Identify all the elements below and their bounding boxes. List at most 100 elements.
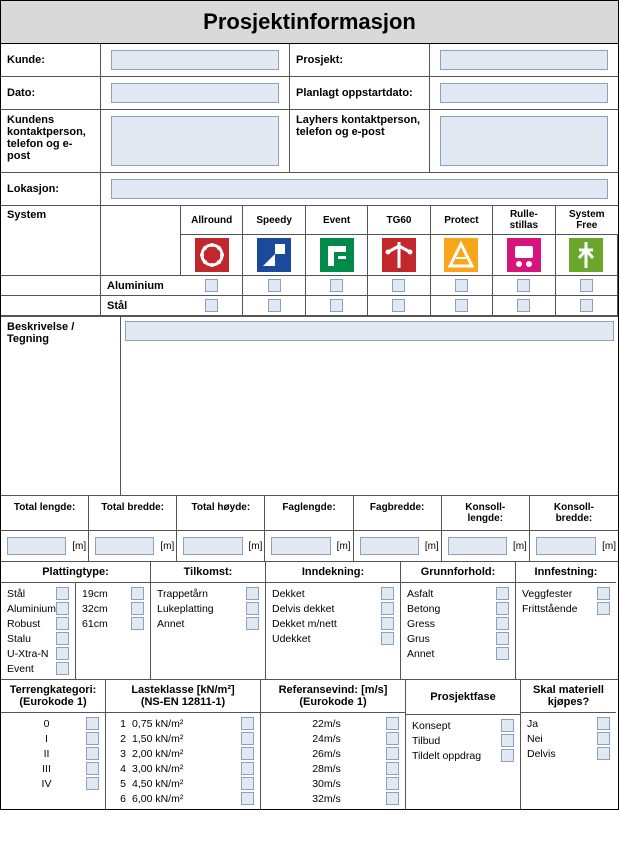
checkbox[interactable] xyxy=(392,279,405,292)
checkbox[interactable] xyxy=(496,602,509,615)
dim-input-2[interactable] xyxy=(183,537,242,555)
checkbox[interactable] xyxy=(501,734,514,747)
system-row-label-0: Aluminium xyxy=(101,276,181,296)
input-layhers-kontakt[interactable] xyxy=(440,116,608,166)
checkbox[interactable] xyxy=(86,777,99,790)
input-dato[interactable] xyxy=(111,83,279,103)
checkbox[interactable] xyxy=(86,732,99,745)
checkbox[interactable] xyxy=(131,617,144,630)
dim-head-4: Fagbredde: xyxy=(354,496,442,531)
checkbox[interactable] xyxy=(386,732,399,745)
dim-input-0[interactable] xyxy=(7,537,66,555)
checkbox[interactable] xyxy=(386,792,399,805)
checkbox[interactable] xyxy=(580,299,593,312)
checkbox[interactable] xyxy=(131,602,144,615)
input-beskrivelse[interactable] xyxy=(125,321,614,341)
checkbox[interactable] xyxy=(386,717,399,730)
platting-b-opt-1: 32cm xyxy=(82,601,144,616)
dim-cell-2: [m] xyxy=(177,531,265,562)
checkbox[interactable] xyxy=(386,747,399,760)
label-layhers-kontakt: Layhers kontaktperson, telefon og e-post xyxy=(290,110,430,172)
checkbox[interactable] xyxy=(381,602,394,615)
input-kundens-kontakt[interactable] xyxy=(111,116,279,166)
head-inndekning: Inndekning: xyxy=(266,562,400,583)
checkbox[interactable] xyxy=(56,602,69,615)
lk-row-5: 66,00 kN/m² xyxy=(112,791,254,806)
checkbox[interactable] xyxy=(580,279,593,292)
checkbox[interactable] xyxy=(386,777,399,790)
platting-a-label-5: Event xyxy=(7,663,34,675)
checkbox[interactable] xyxy=(56,632,69,645)
checkbox[interactable] xyxy=(330,299,343,312)
dim-input-3[interactable] xyxy=(271,537,330,555)
inndekning-opt-0: Dekket xyxy=(272,586,394,601)
checkbox[interactable] xyxy=(330,279,343,292)
checkbox[interactable] xyxy=(455,279,468,292)
checkbox[interactable] xyxy=(597,602,610,615)
dim-cell-1: [m] xyxy=(89,531,177,562)
input-prosjekt[interactable] xyxy=(440,50,608,70)
dim-head-5: Konsoll-lengde: xyxy=(442,496,530,531)
input-kunde[interactable] xyxy=(111,50,279,70)
refvind-label-2: 26m/s xyxy=(267,748,386,760)
checkbox[interactable] xyxy=(381,587,394,600)
checkbox[interactable] xyxy=(455,299,468,312)
dim-unit-4: [m] xyxy=(425,541,439,552)
platting-b-label-0: 19cm xyxy=(82,588,108,600)
checkbox[interactable] xyxy=(597,732,610,745)
checkbox[interactable] xyxy=(56,662,69,675)
checkbox[interactable] xyxy=(56,587,69,600)
checkbox[interactable] xyxy=(496,632,509,645)
checkbox[interactable] xyxy=(205,299,218,312)
terreng-label-2: II xyxy=(7,748,86,760)
checkbox[interactable] xyxy=(381,617,394,630)
checkbox[interactable] xyxy=(501,749,514,762)
checkbox[interactable] xyxy=(246,602,259,615)
dim-input-6[interactable] xyxy=(536,537,596,555)
tilkomst-opt-2: Annet xyxy=(157,616,259,631)
dim-input-5[interactable] xyxy=(448,537,507,555)
checkbox[interactable] xyxy=(241,792,254,805)
checkbox[interactable] xyxy=(241,762,254,775)
checkbox[interactable] xyxy=(517,279,530,292)
dim-input-4[interactable] xyxy=(360,537,419,555)
checkbox[interactable] xyxy=(86,762,99,775)
input-planlagt[interactable] xyxy=(440,83,608,103)
input-lokasjon[interactable] xyxy=(111,179,608,199)
checkbox[interactable] xyxy=(268,279,281,292)
checkbox[interactable] xyxy=(241,732,254,745)
label-kundens-kontakt: Kundens kontaktperson, telefon og e-post xyxy=(1,110,101,172)
col-lasteklasse: Lasteklasse [kN/m²] (NS-EN 12811-1) 10,7… xyxy=(106,680,261,809)
checkbox[interactable] xyxy=(597,587,610,600)
checkbox[interactable] xyxy=(241,747,254,760)
checkbox[interactable] xyxy=(381,632,394,645)
system-chk-0-4 xyxy=(431,276,493,296)
checkbox[interactable] xyxy=(241,777,254,790)
dim-input-1[interactable] xyxy=(95,537,154,555)
checkbox[interactable] xyxy=(131,587,144,600)
checkbox[interactable] xyxy=(386,762,399,775)
refvind-opt-4: 30m/s xyxy=(267,776,399,791)
checkbox[interactable] xyxy=(268,299,281,312)
checkbox[interactable] xyxy=(241,717,254,730)
checkbox[interactable] xyxy=(597,717,610,730)
checkbox[interactable] xyxy=(86,747,99,760)
checkbox[interactable] xyxy=(496,587,509,600)
refvind-opt-0: 22m/s xyxy=(267,716,399,731)
checkbox[interactable] xyxy=(496,617,509,630)
checkbox[interactable] xyxy=(246,587,259,600)
tilkomst-opt-1: Lukeplatting xyxy=(157,601,259,616)
checkbox[interactable] xyxy=(517,299,530,312)
checkbox[interactable] xyxy=(496,647,509,660)
checkbox[interactable] xyxy=(56,617,69,630)
drawing-area[interactable] xyxy=(125,341,614,491)
checkbox[interactable] xyxy=(597,747,610,760)
checkbox[interactable] xyxy=(56,647,69,660)
checkbox[interactable] xyxy=(501,719,514,732)
checkbox[interactable] xyxy=(205,279,218,292)
checkbox[interactable] xyxy=(86,717,99,730)
col-grunnforhold: Grunnforhold: AsfaltBetongGressGrusAnnet xyxy=(401,562,516,679)
checkbox[interactable] xyxy=(392,299,405,312)
dim-unit-0: [m] xyxy=(72,541,86,552)
checkbox[interactable] xyxy=(246,617,259,630)
